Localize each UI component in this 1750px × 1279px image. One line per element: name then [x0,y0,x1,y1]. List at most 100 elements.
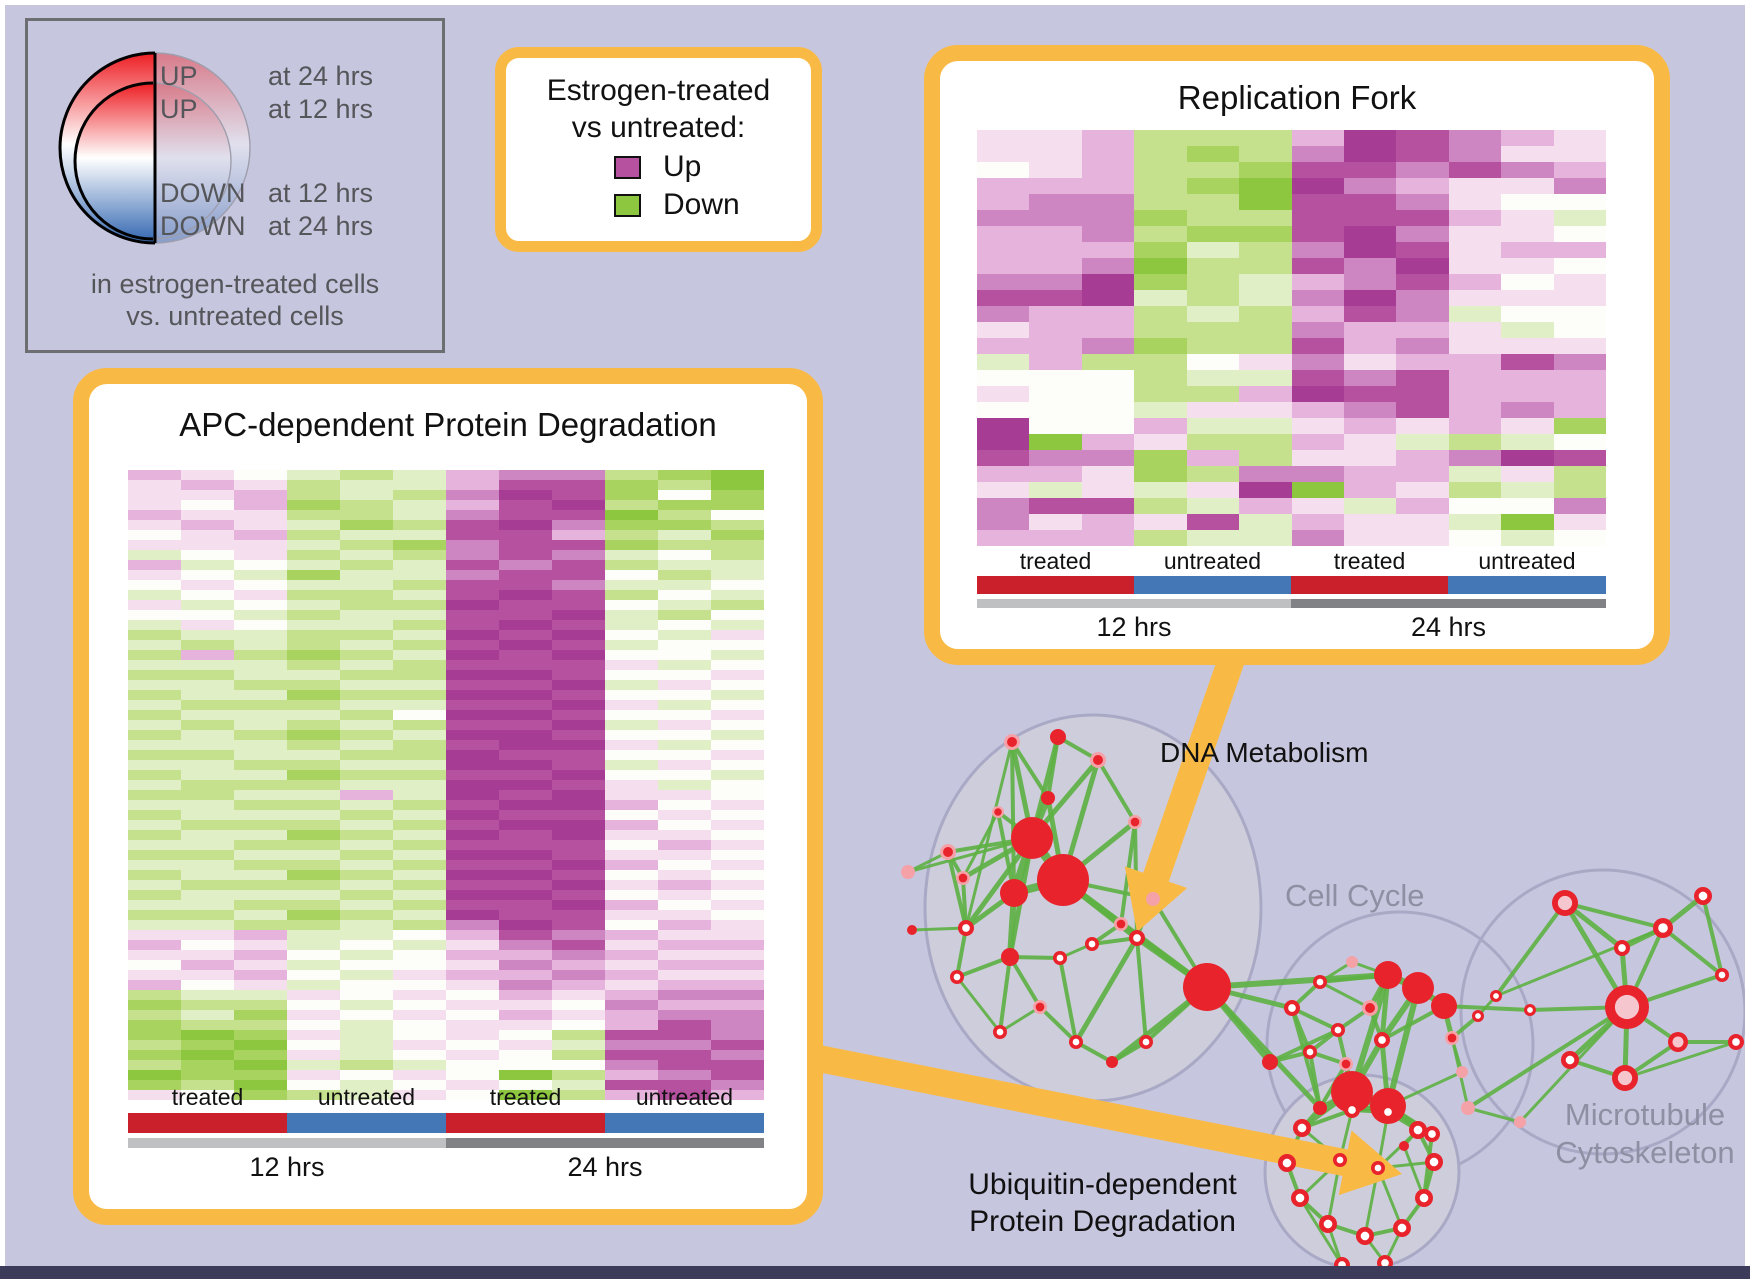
heatmap-cell [1291,130,1344,146]
heatmap-cell [605,480,658,490]
heatmap-cell [446,1010,499,1020]
heatmap-cell [499,880,552,890]
heatmap-cell [446,750,499,760]
heatmap-cell [552,940,605,950]
heatmap-cell [711,770,764,780]
heatmap-cell [234,610,287,620]
heatmap-cell [393,480,446,490]
network-edge [1495,926,1664,998]
network-edge [1135,937,1148,1043]
network-edge [1568,1005,1629,1062]
heatmap-cell [1134,162,1187,178]
heatmap-cell [711,640,764,650]
network-node-halo [956,871,970,885]
heatmap-cell [128,530,181,540]
heatmap-cell [340,970,393,980]
up-label: Up [663,150,702,183]
heatmap-cell [1553,178,1606,194]
network-node-donut-core [1732,1038,1740,1046]
network-node-ringpink-core [1617,1070,1633,1086]
heatmap-cell [658,500,711,510]
heatmap-cell [499,730,552,740]
heatmap-cell [552,800,605,810]
heatmap-cell [128,630,181,640]
heatmap-cell [499,970,552,980]
legend-down-12-word: DOWN [160,178,246,208]
heatmap-cell [128,1000,181,1010]
heatmap-cell [446,600,499,610]
arrow-apc-to-ubiquitin-head [1338,1130,1402,1196]
heatmap-cell [1448,210,1502,226]
heatmap-cell [711,590,764,600]
heatmap-cell [1029,242,1082,258]
heatmap-cell [605,930,658,940]
heatmap-cell [1029,290,1082,306]
heatmap-cell [711,760,764,770]
heatmap-cell [658,520,711,530]
heatmap-cell [1448,322,1502,338]
network-edge [1416,985,1446,1009]
heatmap-cell [1553,338,1606,354]
heatmap-cell [977,194,1030,210]
heatmap-cell [287,560,340,570]
heatmap-cell [128,680,181,690]
heatmap-cell [181,790,234,800]
heatmap-cell [446,820,499,830]
heatmap-cell [446,770,499,780]
heatmap-cell [1343,322,1397,338]
heatmap-cell [1396,162,1449,178]
network-node-donut-core [1397,1223,1407,1233]
heatmap-cell [605,820,658,830]
heatmap-cell [181,970,234,980]
heatmap-cell [1081,434,1135,450]
heatmap-cell [1239,354,1292,370]
heatmap-cell [1134,402,1187,418]
heatmap-cell [234,940,287,950]
network-edge [1623,1040,1680,1080]
network-node-donut [1139,1035,1153,1049]
heatmap-cell [287,1080,340,1090]
heatmap-cell [340,530,393,540]
heatmap-cell [711,1050,764,1060]
heatmap-cell [1134,450,1187,466]
heatmap-cell [658,1040,711,1050]
heatmap-cell [1186,290,1240,306]
heatmap-cell [234,660,287,670]
heatmap-cell [1239,210,1292,226]
network-edge [1619,947,1630,1008]
heatmap-cell [128,870,181,880]
heatmap-cell [658,760,711,770]
heatmap-cell [1396,306,1449,322]
apc-group-label-treated-12: treated [171,1084,244,1110]
heatmap-cell [1396,146,1449,162]
heatmap-cell [393,700,446,710]
network-node-donut [1284,1000,1300,1016]
heatmap-cell [711,680,764,690]
heatmap-cell [711,960,764,970]
network-node-solid [1001,948,1019,966]
network-edge [1298,1197,1344,1266]
heatmap-cell [1134,386,1187,402]
heatmap-cell [499,700,552,710]
heatmap-cell [552,960,605,970]
heatmap-cell [181,530,234,540]
heatmap-cell [393,1040,446,1050]
replication-fork-panel: Replication Fork treated untreated treat… [924,45,1670,665]
heatmap-cell [1134,482,1187,498]
estrogen-legend-box: Estrogen-treated vs untreated: Up Down [495,47,822,252]
heatmap-cell [499,670,552,680]
heatmap-cell [1553,322,1606,338]
heatmap-cell [393,1070,446,1080]
heatmap-cell [128,840,181,850]
network-edge [1061,877,1209,990]
heatmap-cell [1239,226,1292,242]
heatmap-cell [1029,338,1082,354]
heatmap-cell [977,290,1030,306]
heatmap-cell [1501,194,1554,210]
rf-group-label-untreated-24: untreated [1478,548,1576,574]
network-node-halo-core [1116,919,1126,929]
heatmap-cell [393,650,446,660]
heatmap-cell [605,570,658,580]
heatmap-cell [499,750,552,760]
